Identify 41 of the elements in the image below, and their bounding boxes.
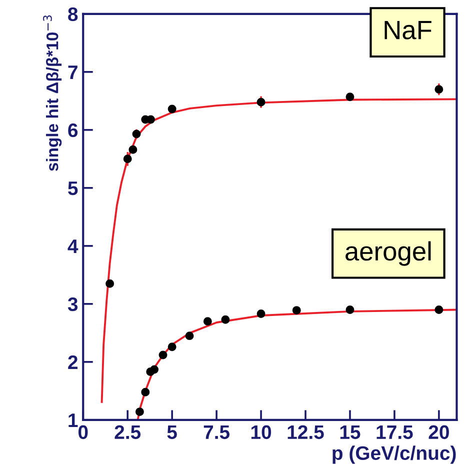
point [185, 332, 194, 340]
point [256, 310, 266, 318]
y-tick-label: 4 [68, 240, 78, 253]
x-tick-label: 17.5 [376, 425, 413, 440]
point [132, 130, 141, 138]
point [135, 408, 144, 416]
x-tick-label: 10 [251, 425, 272, 440]
y-tick-label: 3 [68, 297, 78, 312]
point [346, 305, 354, 314]
point [434, 305, 444, 314]
point [158, 350, 168, 360]
point [150, 365, 159, 374]
point [434, 85, 444, 94]
x-tick-label: 2.5 [114, 425, 141, 440]
x-tick-label: 7.5 [204, 425, 230, 440]
point [346, 92, 354, 102]
x-tick-label: 5 [167, 425, 177, 440]
point [221, 315, 230, 324]
point [292, 306, 301, 315]
annotation: aerogel [346, 241, 431, 266]
point [106, 279, 114, 288]
y-tick-label: 1 [68, 414, 78, 427]
y-axis-title: single hit Δβ/β*10$^{−3}$ [43, 15, 62, 171]
point [256, 98, 266, 106]
x-tick-label: 15 [340, 425, 360, 440]
x-tick-label: 20 [428, 425, 449, 440]
point [168, 342, 176, 352]
y-tick-label: 8 [68, 7, 78, 22]
point [141, 388, 150, 396]
y-tick-label: 5 [68, 182, 78, 196]
point [128, 145, 138, 154]
y-tick-label: 2 [68, 355, 78, 369]
annotation: NaF [384, 20, 432, 40]
x-tick-label: 12.5 [288, 425, 324, 440]
point [168, 104, 176, 114]
y-tick-label: 7 [68, 66, 78, 79]
y-tick-label: 6 [68, 123, 78, 138]
x-axis-title: p (GeV/c/nuc) [332, 446, 456, 464]
point [203, 317, 212, 326]
point [123, 154, 132, 164]
x-tick-label: 0 [78, 425, 88, 440]
